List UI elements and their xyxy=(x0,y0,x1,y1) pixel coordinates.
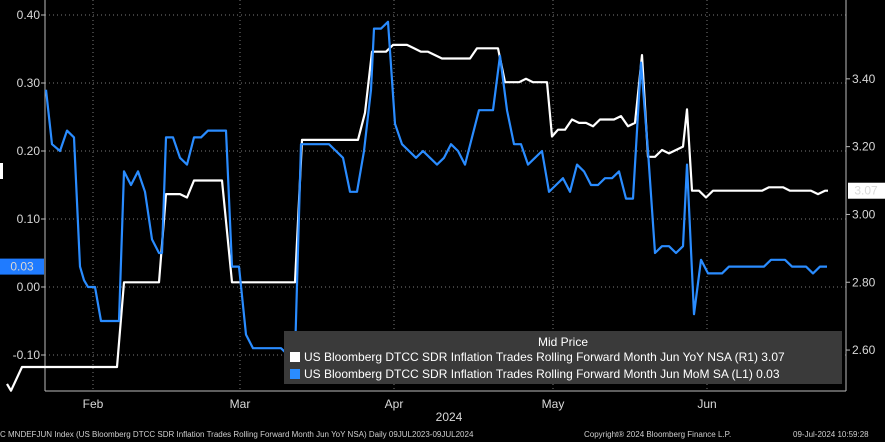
series-line-yoy xyxy=(6,43,828,392)
x-tick-label: Mar xyxy=(230,397,251,411)
x-tick-label: Feb xyxy=(83,397,104,411)
legend-title: Mid Price xyxy=(537,335,588,349)
legend-entry-yoy: US Bloomberg DTCC SDR Inflation Trades R… xyxy=(290,350,785,364)
x-tick-label: Apr xyxy=(385,397,404,411)
footer-copyright: Copyright® 2024 Bloomberg Finance L.P. xyxy=(584,430,732,439)
series-lines xyxy=(6,20,828,392)
left-tick-label: -0.10 xyxy=(13,348,41,362)
legend-entry-mom: US Bloomberg DTCC SDR Inflation Trades R… xyxy=(290,367,780,381)
last-value-labels: 0.03 3.07 xyxy=(0,163,885,275)
footer-source: C MNDEFJUN Index (US Bloomberg DTCC SDR … xyxy=(0,430,474,439)
x-tick-label: May xyxy=(542,397,565,411)
right-tick-label: 3.40 xyxy=(852,72,876,86)
left-tick-label: 0.30 xyxy=(17,76,41,90)
footer: C MNDEFJUN Index (US Bloomberg DTCC SDR … xyxy=(0,427,885,442)
right-last-value-label: 3.07 xyxy=(854,184,878,198)
left-tick-label: 0.20 xyxy=(17,144,41,158)
legend-label-mom: US Bloomberg DTCC SDR Inflation Trades R… xyxy=(304,367,780,381)
series-line-mom xyxy=(44,20,827,357)
x-axis-label: 2024 xyxy=(436,410,463,424)
left-last-value-label: 0.03 xyxy=(10,260,34,274)
left-tick-label: 0.10 xyxy=(17,212,41,226)
x-tick-label: Jun xyxy=(697,397,716,411)
right-tick-label: 2.60 xyxy=(852,343,876,357)
left-edge-marker xyxy=(0,163,3,179)
footer-timestamp: 09-Jul-2024 10:59:28 xyxy=(793,430,869,439)
right-tick-label: 2.80 xyxy=(852,275,876,289)
left-tick-label: 0.40 xyxy=(17,8,41,22)
right-tick-label: 3.00 xyxy=(852,207,876,221)
legend-swatch-white xyxy=(290,352,300,362)
tick-labels: -0.10 0.00 0.10 0.20 0.30 0.40 2.60 2.80 3.00 3.2… xyxy=(13,8,876,411)
legend: Mid Price US Bloomberg DTCC SDR Inflatio… xyxy=(284,331,842,384)
axes xyxy=(41,0,850,392)
legend-label-yoy: US Bloomberg DTCC SDR Inflation Trades R… xyxy=(304,350,785,364)
legend-swatch-blue xyxy=(290,369,300,379)
left-tick-label: 0.00 xyxy=(17,280,41,294)
left-last-value-box xyxy=(0,258,44,275)
right-tick-label: 3.20 xyxy=(852,140,876,154)
right-last-value-box xyxy=(848,182,885,199)
